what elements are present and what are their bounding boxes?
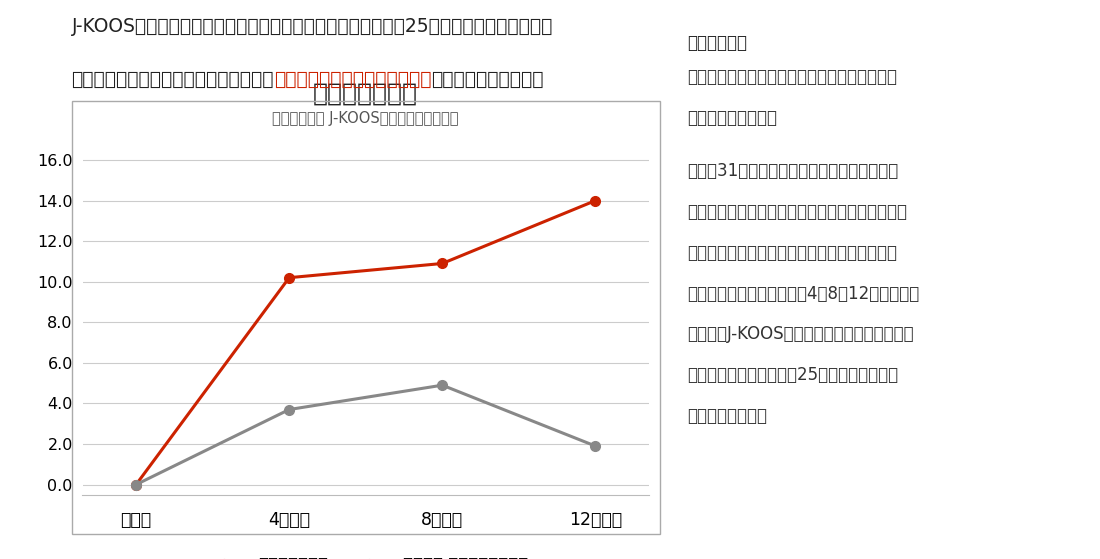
Title: 総合点の変化量: 総合点の変化量 [314, 82, 418, 106]
Text: ひざ関節に違和感がある成人を対象に１２週間: ひざ関節に違和感がある成人を対象に１２週間 [688, 68, 898, 86]
Legend: プロテオエース, プラセボ （機能成分なし）: プロテオエース, プラセボ （機能成分なし） [197, 549, 535, 559]
Text: J-KOOSを元にしたひざのこわばり、機能、生活の質に関する25項目の質問票によると、: J-KOOSを元にしたひざのこわばり、機能、生活の質に関する25項目の質問票によ… [72, 17, 553, 36]
Text: 試験を行いました。: 試験を行いました。 [688, 109, 778, 127]
Text: い分析しました。: い分析しました。 [688, 407, 768, 425]
Text: には有効成分が入っていないプラセボを摂取し: には有効成分が入っていないプラセボを摂取し [688, 244, 898, 262]
Text: 傾向がみられました。: 傾向がみられました。 [431, 70, 544, 89]
Text: 機能、生活の質に関する25項目の質問票を用: 機能、生活の質に関する25項目の質問票を用 [688, 366, 899, 384]
Text: 有効成分配合の「プロテオエース」を、もう片方: 有効成分配合の「プロテオエース」を、もう片方 [688, 203, 908, 221]
Text: 【試験方法】: 【試験方法】 [688, 34, 748, 51]
Text: １２週間試験での合計点数の変化量が、: １２週間試験での合計点数の変化量が、 [72, 70, 274, 89]
Text: （医師による J-KOOSを元にした質問票）: （医師による J-KOOSを元にした質問票） [273, 111, 459, 126]
Text: 師によるJ-KOOSを元にしたひざのこわばり、: 師によるJ-KOOSを元にしたひざのこわばり、 [688, 325, 914, 343]
Text: 機能成分なしと比較して異なる: 機能成分なしと比較して異なる [274, 70, 431, 89]
Text: 被験者31名を２つのグループに分け片方には: 被験者31名を２つのグループに分け片方には [688, 162, 899, 180]
Text: てもらい摂取前、摂取開始4・8・12週間後に医: てもらい摂取前、摂取開始4・8・12週間後に医 [688, 285, 920, 302]
